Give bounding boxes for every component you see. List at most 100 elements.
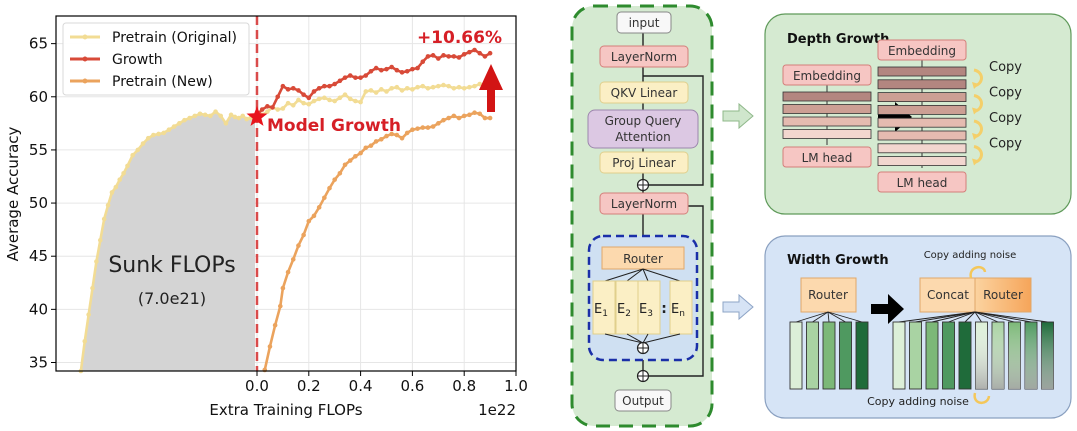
depth-layer <box>877 156 967 167</box>
data-point-pretrain-original <box>332 98 337 104</box>
data-point-pretrain-new <box>456 115 462 121</box>
data-point-pretrain-original <box>306 101 312 107</box>
copy-noise-bottom-label: Copy adding noise <box>867 395 969 408</box>
data-point-growth <box>270 105 275 110</box>
data-point-pretrain-original <box>135 147 141 153</box>
y-tick-label: 50 <box>29 194 48 212</box>
data-point-growth <box>327 83 332 89</box>
input-node: input <box>616 11 672 34</box>
x-tick-label: 1.0 <box>504 377 528 395</box>
data-point-pretrain-new <box>477 111 483 117</box>
data-point-pretrain-original <box>82 338 88 344</box>
width-expert <box>822 321 836 390</box>
depth-layer <box>782 91 872 102</box>
depth-layer <box>782 129 872 139</box>
data-point-pretrain-original <box>208 113 213 119</box>
series-line-pretrain-new <box>263 111 491 371</box>
data-point-growth <box>451 54 457 59</box>
data-point-pretrain-new <box>280 285 286 291</box>
data-point-pretrain-new <box>399 135 405 141</box>
depth-layer <box>877 130 967 141</box>
x-tick-label: 0.4 <box>349 377 373 395</box>
router-link <box>948 311 976 323</box>
data-point-pretrain-new <box>373 139 379 144</box>
data-point-growth <box>435 56 441 61</box>
data-point-pretrain-original <box>145 135 151 141</box>
data-point-growth <box>410 66 415 72</box>
data-point-pretrain-new <box>482 115 488 121</box>
data-point-pretrain-original <box>109 190 115 195</box>
data-point-growth <box>441 53 446 58</box>
data-point-growth <box>373 65 379 71</box>
data-point-pretrain-original <box>140 141 146 146</box>
x-tick-label: 0.2 <box>297 377 321 395</box>
data-point-growth <box>477 50 483 56</box>
router-link <box>974 311 1015 323</box>
data-point-pretrain-new <box>267 344 273 349</box>
data-point-pretrain-original <box>130 152 135 158</box>
moe-block: input LayerNorm QKV Linear Group Query A… <box>570 4 714 428</box>
data-point-pretrain-new <box>368 143 374 148</box>
chart-legend: Pretrain (Original) Growth Pretrain (New) <box>62 22 250 96</box>
x-axis-offset-label: 1e22 <box>478 401 516 419</box>
data-point-growth <box>337 78 343 84</box>
data-point-pretrain-new <box>446 115 451 121</box>
data-point-pretrain-original <box>244 116 249 122</box>
router-link <box>827 311 846 323</box>
data-point-pretrain-new <box>430 124 436 129</box>
data-point-pretrain-new <box>301 232 306 238</box>
y-tick-label: 55 <box>29 141 48 159</box>
data-point-pretrain-new <box>379 136 384 142</box>
data-point-pretrain-original <box>363 89 369 94</box>
x-tick-label: 0.0 <box>245 377 269 395</box>
data-point-growth <box>482 54 488 59</box>
svg-text:LayerNorm: LayerNorm <box>611 197 677 211</box>
x-axis-ticks: 0.0 0.2 0.4 0.6 0.8 1.0 <box>245 371 528 395</box>
copy-noise-top-icon <box>969 265 987 279</box>
group-query-attention: Group Query Attention <box>587 109 699 149</box>
data-point-pretrain-original <box>347 96 353 102</box>
svg-text:Embedding: Embedding <box>888 44 956 58</box>
data-point-pretrain-original <box>394 84 400 90</box>
model-growth-diagram: input LayerNorm QKV Linear Group Query A… <box>570 4 1072 428</box>
data-point-growth <box>456 55 462 60</box>
data-point-pretrain-original <box>446 83 451 89</box>
data-point-pretrain-original <box>101 216 107 222</box>
data-point-pretrain-new <box>347 158 353 163</box>
data-point-pretrain-original <box>477 81 483 87</box>
data-point-pretrain-original <box>265 109 270 114</box>
router-link <box>974 311 982 323</box>
data-point-growth <box>472 47 477 53</box>
data-point-pretrain-original <box>86 312 91 317</box>
data-point-pretrain-new <box>272 322 278 328</box>
data-point-growth <box>322 83 327 89</box>
y-axis-label: Average Accuracy <box>4 126 22 261</box>
data-point-pretrain-new <box>285 269 291 275</box>
width-left-experts <box>789 311 869 390</box>
copy-label: Copy <box>989 60 1022 75</box>
layernorm-1: LayerNorm <box>599 45 689 68</box>
data-point-growth <box>379 67 384 73</box>
svg-text:LM head: LM head <box>802 151 853 165</box>
data-point-pretrain-original <box>187 115 192 121</box>
legend-label: Growth <box>112 52 163 68</box>
router-link <box>827 311 830 323</box>
data-point-pretrain-original <box>430 84 436 90</box>
depth-copy-labels: Copy Copy Copy Copy <box>972 60 1022 166</box>
router-link <box>915 311 976 323</box>
y-tick-label: 45 <box>29 247 48 265</box>
data-point-growth <box>301 92 306 97</box>
data-point-pretrain-new <box>410 127 415 133</box>
noise-overlay <box>1008 322 1021 389</box>
expert-n: En <box>669 280 693 335</box>
y-tick-label: 40 <box>29 300 48 318</box>
data-point-pretrain-new <box>342 162 348 168</box>
router-link <box>812 311 829 323</box>
qkv-linear: QKV Linear <box>599 81 689 104</box>
depth-left-lm-head: LM head <box>782 146 872 168</box>
residual-add-1 <box>636 178 650 192</box>
depth-right-embedding: Embedding <box>877 39 967 61</box>
data-point-pretrain-original <box>117 177 123 182</box>
data-point-pretrain-new <box>306 218 312 224</box>
depth-left-layers <box>782 91 872 139</box>
